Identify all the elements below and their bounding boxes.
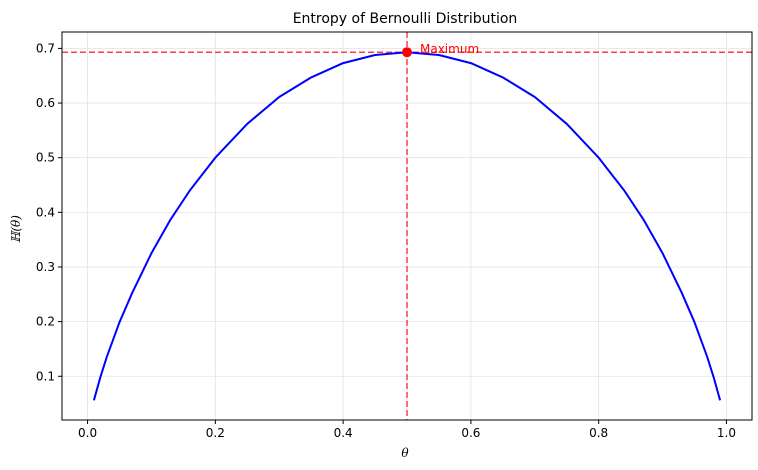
x-axis-ticks: 0.0 0.2 0.4 0.6 0.8 1.0 bbox=[78, 420, 736, 440]
y-axis-ticks: 0.1 0.2 0.3 0.4 0.5 0.6 0.7 bbox=[36, 41, 62, 383]
maximum-point bbox=[402, 47, 412, 58]
maximum-marker-layer: Maximum bbox=[402, 42, 479, 58]
x-tick-label: 0.8 bbox=[589, 426, 608, 440]
y-tick-label: 0.1 bbox=[36, 369, 55, 383]
x-tick-label: 0.2 bbox=[206, 426, 225, 440]
reference-lines bbox=[62, 32, 752, 420]
chart-title: Entropy of Bernoulli Distribution bbox=[293, 11, 518, 27]
x-axis-label: θ bbox=[401, 446, 409, 460]
y-tick-label: 0.6 bbox=[36, 96, 55, 110]
y-tick-label: 0.4 bbox=[36, 205, 55, 219]
y-tick-label: 0.3 bbox=[36, 260, 55, 274]
x-tick-label: 0.4 bbox=[334, 426, 353, 440]
y-tick-label: 0.2 bbox=[36, 315, 55, 329]
maximum-label: Maximum bbox=[420, 42, 479, 56]
x-tick-label: 0.6 bbox=[461, 426, 480, 440]
plot-frame bbox=[61, 31, 753, 421]
x-tick-label: 1.0 bbox=[717, 426, 736, 440]
x-tick-label: 0.0 bbox=[78, 426, 97, 440]
y-tick-label: 0.5 bbox=[36, 151, 55, 165]
y-tick-label: 0.7 bbox=[36, 41, 55, 55]
y-axis-label: ℍ(θ) bbox=[9, 215, 23, 243]
